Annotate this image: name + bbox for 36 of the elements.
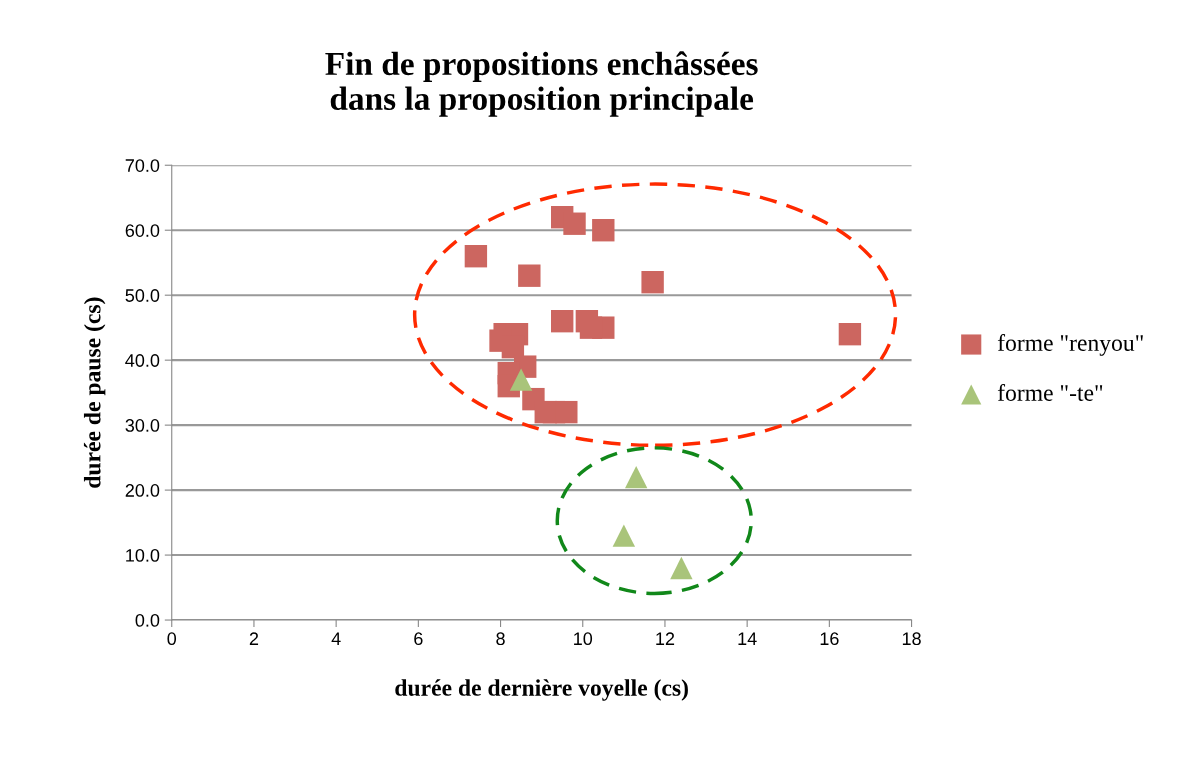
y-tick-label: 40.0 xyxy=(125,354,160,367)
x-tick-label: 10 xyxy=(574,632,593,646)
x-tick-label: 6 xyxy=(414,632,423,646)
x-tick-label: 0 xyxy=(167,632,177,646)
point xyxy=(551,309,574,333)
point xyxy=(612,524,636,547)
x-tick-label: 8 xyxy=(496,632,505,646)
y-tick-label: 30.0 xyxy=(125,419,160,432)
point xyxy=(518,264,541,287)
x-tick-label: 16 xyxy=(820,632,839,646)
point xyxy=(838,322,862,346)
point xyxy=(555,400,578,424)
y-tick-label: 0.0 xyxy=(135,613,160,627)
x-tick-label: 2 xyxy=(249,632,259,645)
y-tick-label: 10.0 xyxy=(126,549,160,562)
x-tick-label: 4 xyxy=(331,632,341,645)
point xyxy=(579,316,603,339)
y-axis-title: durée de pause (cs) xyxy=(83,297,106,488)
chart-title: Fin de propositions enchâssées dans la proposition principale xyxy=(325,51,758,117)
y-tick-label: 20.0 xyxy=(125,484,160,497)
x-axis-title: durée de dernière voyelle (cs) xyxy=(395,679,688,701)
y-tick-label: 60.0 xyxy=(125,224,160,237)
point xyxy=(509,368,533,391)
legend-label: forme "renyou" xyxy=(997,334,1143,356)
legend-label: forme "-te" xyxy=(997,384,1103,401)
x-tick-label: 14 xyxy=(738,632,757,645)
point xyxy=(624,465,648,489)
y-tick-label: 50.0 xyxy=(125,289,160,302)
x-tick-label: 18 xyxy=(902,632,921,646)
point xyxy=(563,212,586,235)
point xyxy=(464,245,488,268)
point xyxy=(592,219,615,242)
y-tick-label: 70.0 xyxy=(125,159,160,172)
x-tick-label: 12 xyxy=(656,632,675,645)
point xyxy=(670,556,693,580)
point xyxy=(641,271,664,294)
